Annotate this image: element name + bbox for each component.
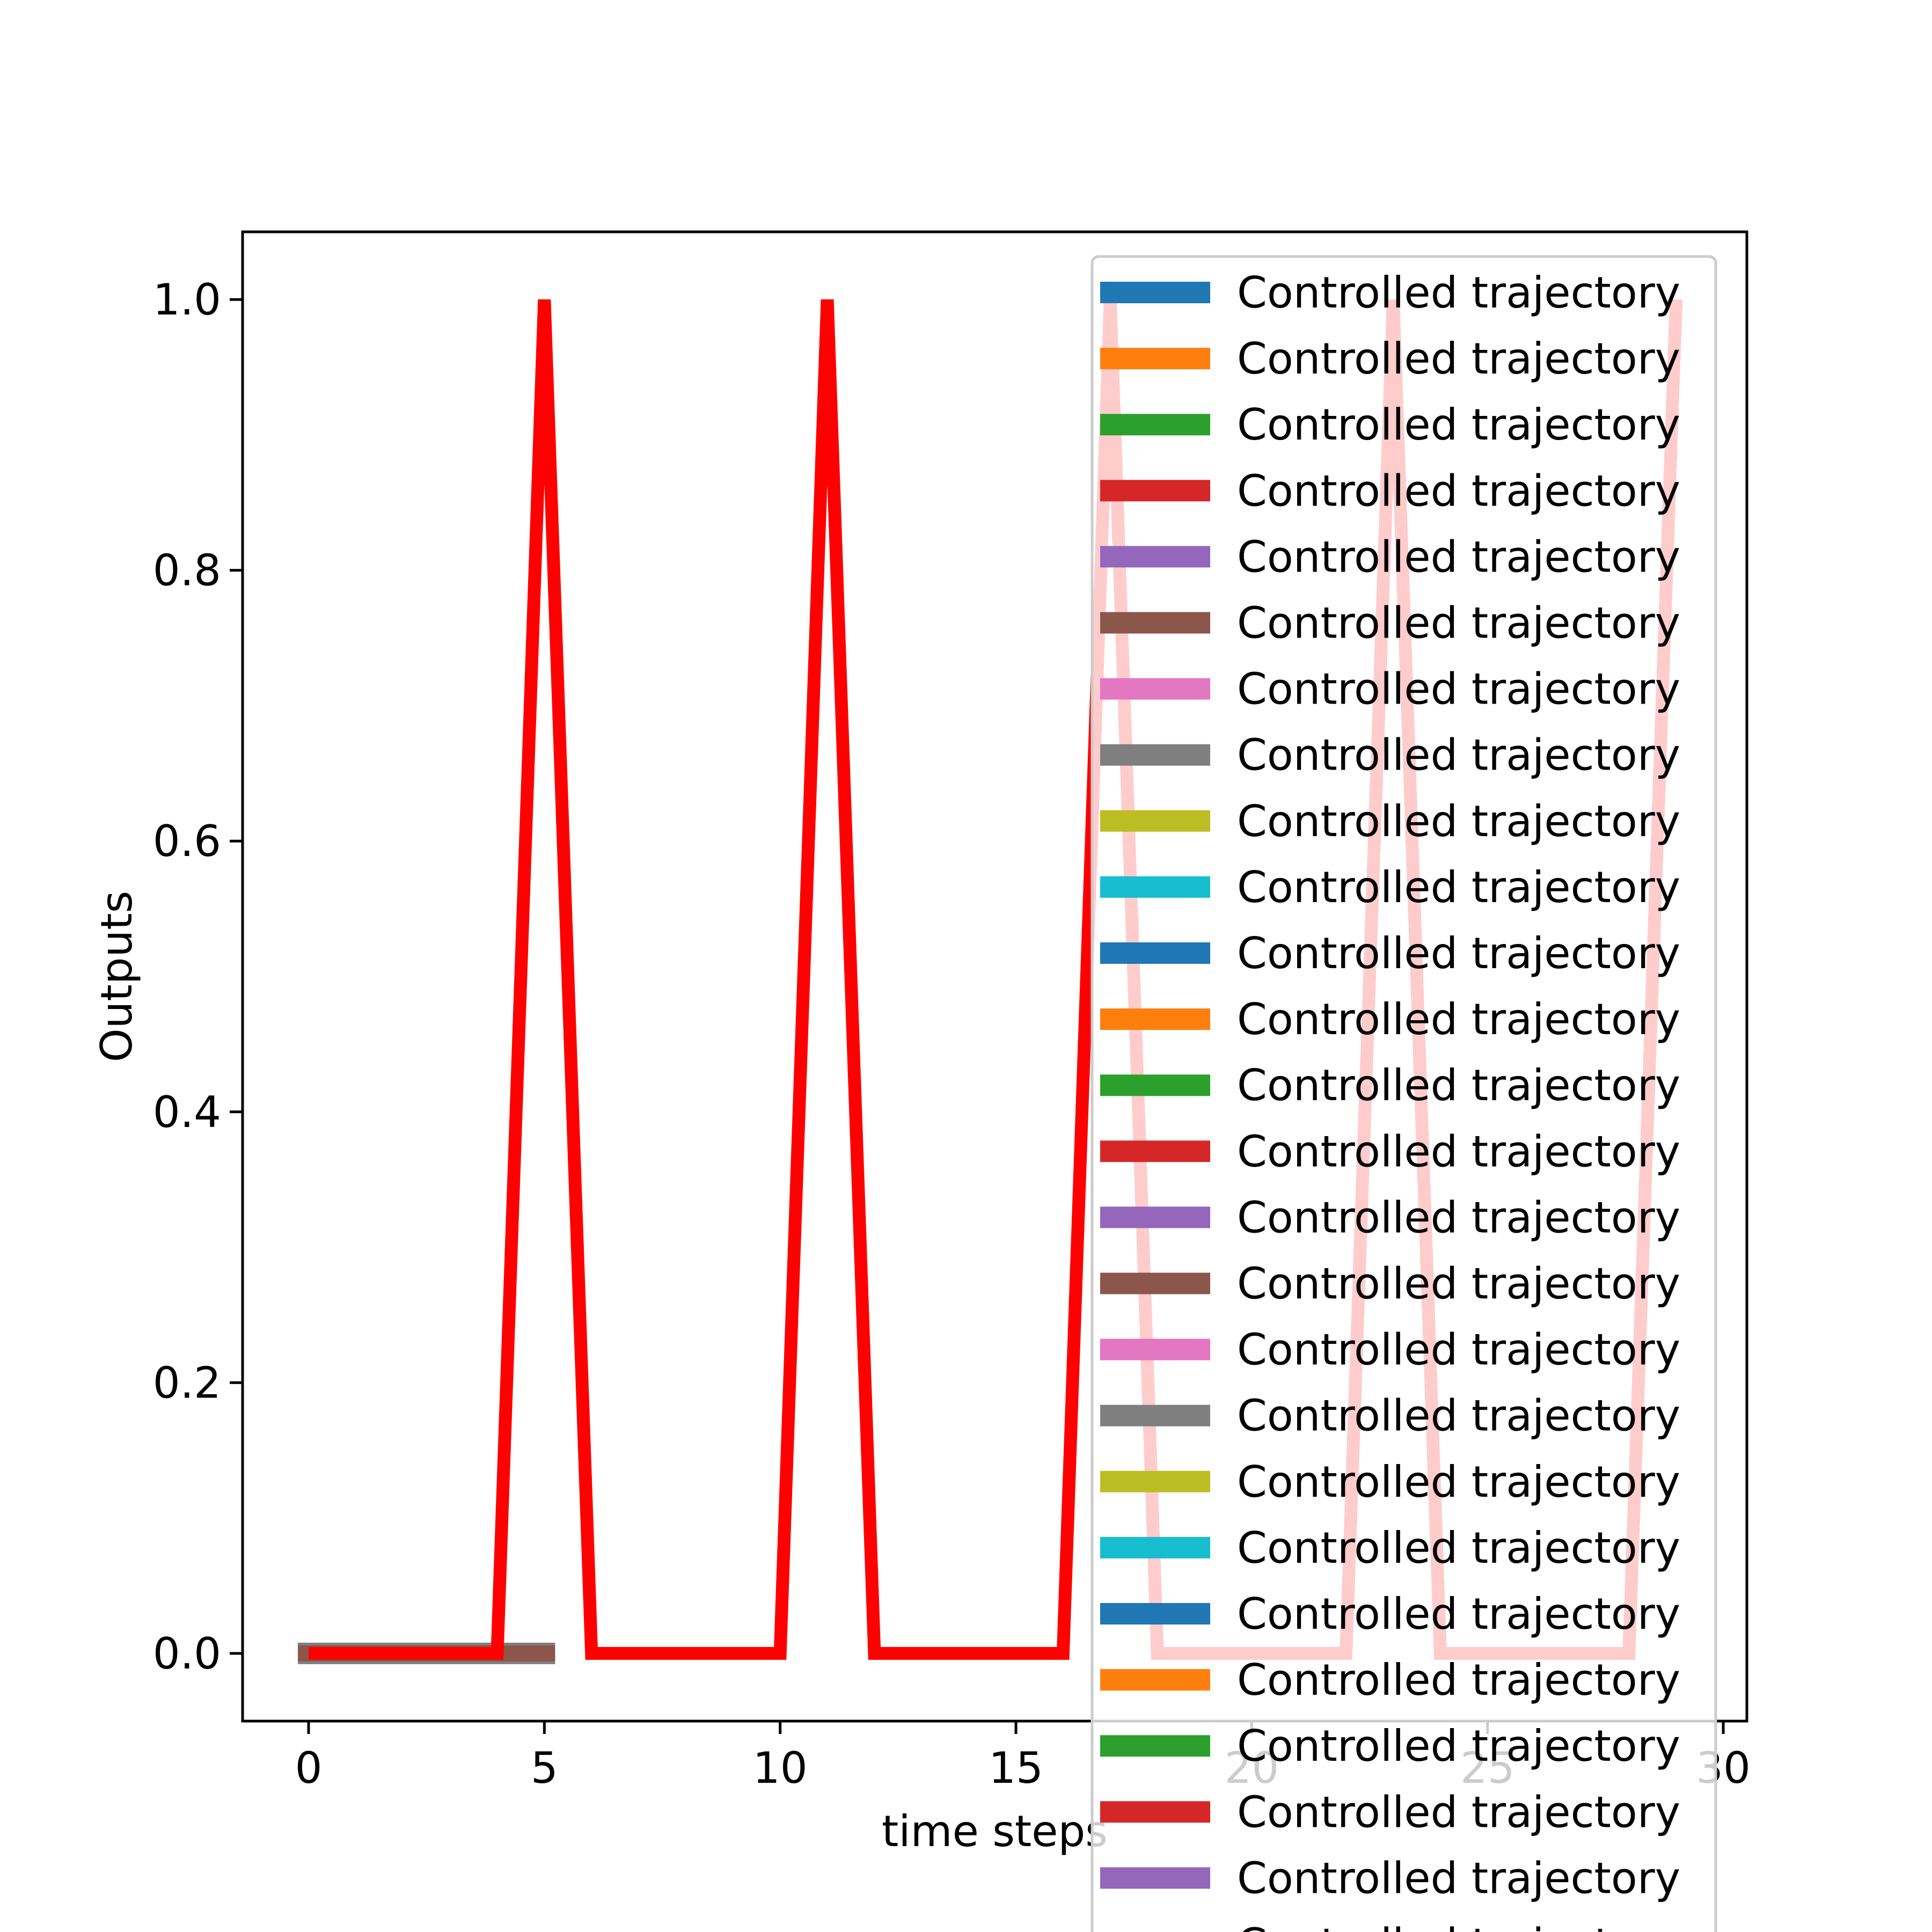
legend-label: Controlled trajectory <box>1237 1325 1680 1375</box>
legend-label: Controlled trajectory <box>1237 796 1680 846</box>
legend-label: Controlled trajectory <box>1237 598 1680 648</box>
legend-label: Controlled trajectory <box>1237 466 1680 516</box>
legend-label: Controlled trajectory <box>1237 1457 1680 1507</box>
legend-label: Controlled trajectory <box>1237 664 1680 714</box>
y-tick-label: 0.6 <box>153 816 221 866</box>
legend-label: Controlled trajectory <box>1237 532 1680 582</box>
legend-label: Controlled trajectory <box>1237 1589 1680 1639</box>
y-tick-label: 0.0 <box>153 1629 221 1679</box>
legend-label: Controlled trajectory <box>1237 1060 1680 1110</box>
legend-label: Controlled trajectory <box>1237 928 1680 978</box>
legend-label: Controlled trajectory <box>1237 994 1680 1044</box>
legend-label: Controlled trajectory <box>1237 1259 1680 1309</box>
legend-label: Controlled trajectory <box>1237 1920 1680 1932</box>
y-tick-label: 0.2 <box>153 1358 221 1408</box>
y-tick-label: 1.0 <box>153 275 221 325</box>
legend: Controlled trajectory Controlled trajecto… <box>1091 255 1717 1932</box>
legend-label: Controlled trajectory <box>1237 1787 1680 1837</box>
x-tick-label: 5 <box>531 1743 558 1793</box>
x-tick-label: 10 <box>753 1743 808 1793</box>
y-tick-label: 0.4 <box>153 1087 221 1137</box>
legend-label: Controlled trajectory <box>1237 1192 1680 1242</box>
legend-label: Controlled trajectory <box>1237 400 1680 450</box>
legend-label: Controlled trajectory <box>1237 730 1680 780</box>
y-tick-label: 0.8 <box>153 546 221 596</box>
x-axis-label: time steps <box>882 1806 1108 1856</box>
legend-label: Controlled trajectory <box>1237 1655 1680 1705</box>
legend-label: Controlled trajectory <box>1237 268 1680 318</box>
legend-label: Controlled trajectory <box>1237 1391 1680 1441</box>
y-axis-label: Outputs <box>92 891 142 1063</box>
legend-label: Controlled trajectory <box>1237 1126 1680 1176</box>
legend-label: Controlled trajectory <box>1237 862 1680 912</box>
legend-box <box>1091 255 1717 1932</box>
x-tick-label: 15 <box>989 1743 1043 1793</box>
legend-label: Controlled trajectory <box>1237 1721 1680 1771</box>
legend-label: Controlled trajectory <box>1237 1853 1680 1903</box>
legend-label: Controlled trajectory <box>1237 1523 1680 1573</box>
plot-frame <box>241 230 1748 1723</box>
y-axis: 0.0 0.2 0.4 0.6 0.8 1.0 <box>153 275 243 1679</box>
x-tick-label: 0 <box>295 1743 323 1793</box>
legend-label: Controlled trajectory <box>1237 334 1680 384</box>
